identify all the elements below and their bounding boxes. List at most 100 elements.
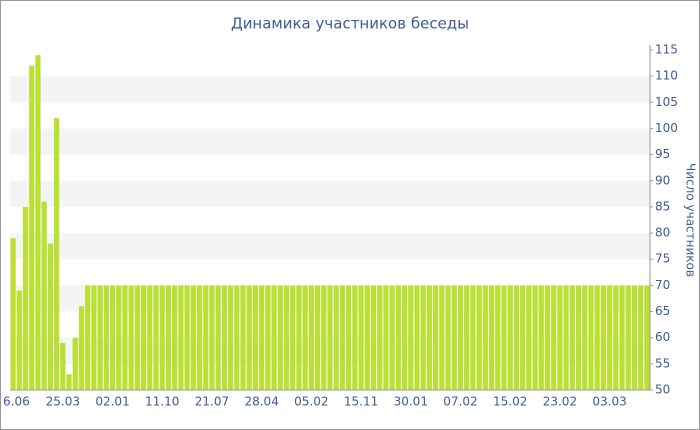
bar	[377, 285, 383, 390]
bar	[277, 285, 283, 390]
bar	[35, 55, 41, 390]
bar	[644, 285, 650, 390]
bar	[532, 285, 538, 390]
bar	[41, 201, 47, 390]
bar	[333, 285, 339, 390]
y-axis-label: Число участников	[684, 163, 698, 277]
bar	[488, 285, 495, 390]
y-tick-label: 70	[655, 278, 670, 292]
bar	[53, 118, 60, 390]
x-tick-label: 15.02	[493, 395, 527, 409]
x-tick-label: 02.01	[95, 395, 129, 409]
bar	[513, 285, 520, 390]
bar	[10, 238, 16, 390]
bar	[569, 285, 575, 390]
bar	[544, 285, 551, 390]
y-tick-label: 85	[655, 199, 670, 213]
bar	[190, 285, 196, 390]
bar	[389, 285, 395, 390]
bar	[314, 285, 321, 390]
bar	[451, 285, 457, 390]
bar	[234, 285, 240, 390]
bar	[172, 285, 178, 390]
bar	[594, 285, 600, 390]
bar	[520, 285, 526, 390]
bar	[140, 285, 147, 390]
bar	[395, 285, 401, 390]
bar	[538, 285, 544, 390]
x-tick-label: 28.04	[244, 395, 278, 409]
bar	[582, 285, 588, 390]
chart-title: Динамика участников беседы	[231, 15, 469, 33]
bar	[327, 285, 333, 390]
bar	[91, 285, 97, 390]
grid-band	[10, 233, 650, 260]
bar	[526, 285, 532, 390]
bar	[563, 285, 569, 390]
bar	[153, 285, 159, 390]
x-tick-label: 07.02	[443, 395, 477, 409]
y-tick-label: 65	[655, 304, 670, 318]
x-tick-label: 23.02	[543, 395, 577, 409]
bar	[78, 306, 85, 390]
bar	[203, 285, 209, 390]
bar	[302, 285, 308, 390]
bar	[408, 285, 414, 390]
bar	[383, 285, 389, 390]
bar	[470, 285, 476, 390]
bar	[128, 285, 134, 390]
bar	[575, 285, 582, 390]
bar	[290, 285, 296, 390]
bar	[227, 285, 234, 390]
x-tick-label: 11.10	[145, 395, 179, 409]
bar	[259, 285, 265, 390]
grid-band	[10, 76, 650, 103]
bar	[103, 285, 109, 390]
bar	[619, 285, 625, 390]
x-tick-label: 21.07	[195, 395, 229, 409]
bar	[339, 285, 346, 390]
y-tick-label: 50	[655, 383, 670, 397]
bar	[439, 285, 445, 390]
bar	[445, 285, 451, 390]
bar	[122, 285, 128, 390]
x-tick-label: 15.11	[344, 395, 378, 409]
bar	[625, 285, 631, 390]
bar	[72, 337, 78, 390]
bar	[370, 285, 377, 390]
bar	[215, 285, 221, 390]
x-tick-label: 30.01	[394, 395, 428, 409]
bar	[420, 285, 426, 390]
y-tick-label: 55	[655, 356, 670, 370]
y-tick-label: 80	[655, 226, 670, 240]
bar	[613, 285, 619, 390]
bar	[283, 285, 290, 390]
bar	[607, 285, 613, 390]
bar	[47, 243, 53, 390]
bar	[252, 285, 259, 390]
bar	[433, 285, 439, 390]
bar	[426, 285, 433, 390]
bar	[60, 342, 66, 390]
bar	[265, 285, 271, 390]
bar	[147, 285, 153, 390]
bar	[358, 285, 364, 390]
bar	[501, 285, 507, 390]
bar	[321, 285, 327, 390]
bar	[476, 285, 482, 390]
bar	[346, 285, 352, 390]
bar	[209, 285, 215, 390]
bar	[109, 285, 116, 390]
bar	[97, 285, 103, 390]
bar	[414, 285, 420, 390]
bar	[134, 285, 140, 390]
bar	[401, 285, 408, 390]
y-tick-label: 115	[655, 43, 678, 57]
bar	[116, 285, 122, 390]
grid-band	[10, 180, 650, 207]
y-tick-label: 110	[655, 69, 678, 83]
bar	[557, 285, 563, 390]
bar	[165, 285, 172, 390]
bar	[296, 285, 302, 390]
